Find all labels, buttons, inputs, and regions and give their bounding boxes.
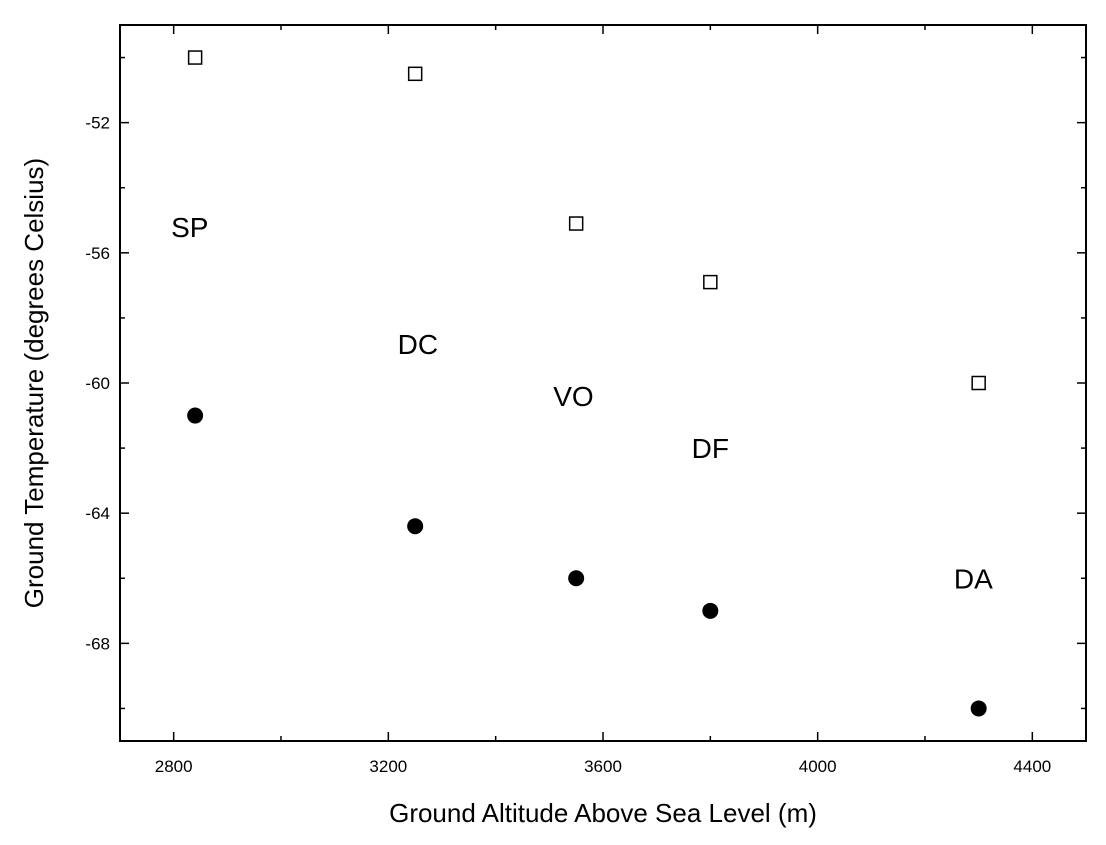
open-square-point [971, 375, 986, 391]
data-markers [187, 50, 987, 717]
open-square-point [187, 50, 203, 65]
tick-labels: 2800 3200 3600 4000 4400 -52 -56 -60 -64 -68 [85, 114, 1051, 776]
y-tick-label: -56 [85, 244, 110, 263]
site-annotations: SP DC VO DF DA [171, 212, 993, 594]
x-tick-label: 4000 [799, 757, 837, 776]
open-square-point [407, 66, 423, 82]
y-tick-label: -64 [85, 504, 110, 523]
open-square-point [568, 216, 584, 231]
site-label: SP [171, 212, 208, 243]
filled-circle-point [702, 602, 719, 619]
filled-circle-point [568, 570, 585, 587]
filled-circle-point [187, 407, 204, 424]
x-axis-title: Ground Altitude Above Sea Level (m) [389, 798, 817, 828]
y-tick-label: -52 [85, 114, 110, 133]
x-tick-label: 3200 [369, 757, 407, 776]
site-label: DF [692, 433, 729, 464]
site-label: DA [954, 563, 993, 594]
plot-frame [119, 24, 1087, 742]
x-tick-label: 4400 [1013, 757, 1051, 776]
filled-circle-point [970, 700, 987, 717]
x-tick-label: 3600 [584, 757, 622, 776]
open-square-point [703, 274, 718, 290]
y-axis-title: Ground Temperature (degrees Celsius) [19, 158, 49, 608]
filled-circle-point [407, 518, 424, 535]
site-label: DC [398, 329, 438, 360]
x-tick-label: 2800 [155, 757, 193, 776]
y-tick-label: -60 [85, 374, 110, 393]
site-label: VO [553, 381, 593, 412]
y-tick-label: -68 [85, 634, 110, 653]
